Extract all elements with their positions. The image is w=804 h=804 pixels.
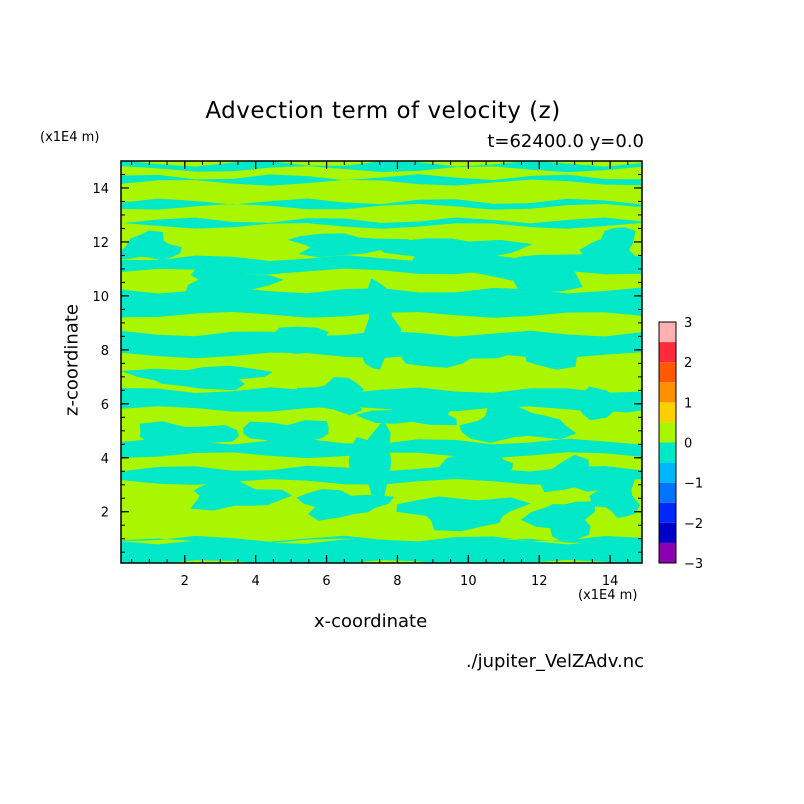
contour-patch	[243, 420, 329, 453]
colorbar-segment	[659, 502, 676, 523]
chart-subtitle: t=62400.0 y=0.0	[487, 131, 644, 152]
x-tick-label: 2	[181, 574, 189, 589]
plot-frame	[120, 160, 643, 564]
contour-patch	[121, 365, 273, 391]
contour-patch	[355, 400, 457, 426]
colorbar-frame	[658, 321, 677, 564]
contour-patch	[139, 421, 239, 454]
colorbar-segment	[659, 482, 676, 503]
y-tick-label: 2	[101, 506, 109, 521]
contour-patch	[540, 454, 612, 493]
x-tick-label: 10	[460, 574, 477, 589]
colorbar-segment	[659, 422, 676, 443]
contour-patch	[294, 377, 364, 416]
contour-patch	[287, 233, 411, 258]
colorbar-segment	[659, 522, 676, 543]
colorbar-segment	[659, 442, 676, 463]
colorbar-segment	[659, 402, 676, 423]
x-axis-label: x-coordinate	[314, 611, 428, 632]
x-axis-unit: (x1E4 m)	[578, 588, 638, 603]
y-tick-label: 4	[101, 452, 109, 467]
colorbar-tick-label: −2	[684, 517, 703, 532]
contour-patch	[185, 263, 284, 294]
contour-patch	[190, 478, 292, 511]
contour-patch	[468, 254, 598, 293]
contour-patch	[579, 227, 639, 272]
contour-patch	[396, 496, 531, 532]
y-tick-label: 6	[101, 398, 109, 413]
y-tick-label: 10	[92, 290, 109, 305]
y-tick-label: 12	[92, 236, 109, 251]
x-tick-label: 4	[252, 574, 260, 589]
contour-patch	[589, 470, 640, 518]
contour-patch	[359, 278, 402, 370]
colorbar-segment	[659, 542, 676, 563]
colorbar-tick-label: 1	[684, 396, 692, 411]
colorbar-segment	[659, 362, 676, 383]
contour-patch	[459, 404, 577, 443]
colorbar-tick-label: −3	[684, 557, 703, 572]
contour-band	[121, 161, 642, 173]
colorbar-segment	[659, 342, 676, 363]
contour-patch	[348, 420, 392, 500]
x-tick-label: 12	[531, 574, 548, 589]
contour-band	[121, 174, 642, 186]
contour-band	[121, 535, 642, 545]
contour-fill-group	[121, 161, 642, 563]
contour-patch	[296, 489, 394, 521]
y-tick-label: 14	[92, 182, 109, 197]
y-axis-unit: (x1E4 m)	[40, 130, 100, 145]
colorbar-tick-label: 0	[684, 437, 692, 452]
x-tick-label: 6	[322, 574, 330, 589]
chart-title: Advection term of velocity (z)	[205, 98, 561, 124]
colorbar-segment	[659, 462, 676, 483]
colorbar-tick-label: 2	[684, 356, 692, 371]
colorbar-tick-label: −1	[684, 477, 703, 492]
contour-patch	[521, 501, 596, 543]
contour-patch	[121, 230, 182, 261]
contour-band	[121, 198, 642, 210]
contour-band	[121, 538, 642, 563]
contour-patch	[508, 334, 611, 370]
contour-patch	[245, 326, 351, 354]
y-tick-label: 8	[101, 344, 109, 359]
contour-patch	[578, 386, 642, 421]
colorbar-segment	[659, 382, 676, 403]
contour-patch	[437, 446, 514, 479]
contour-band	[121, 217, 642, 229]
x-tick-label: 8	[393, 574, 401, 589]
x-tick-label: 14	[602, 574, 619, 589]
contour-patch	[399, 338, 515, 368]
colorbar-segment	[659, 322, 676, 343]
source-file-label: ./jupiter_VelZAdv.nc	[465, 651, 644, 672]
colorbar-tick-label: 3	[684, 316, 692, 331]
